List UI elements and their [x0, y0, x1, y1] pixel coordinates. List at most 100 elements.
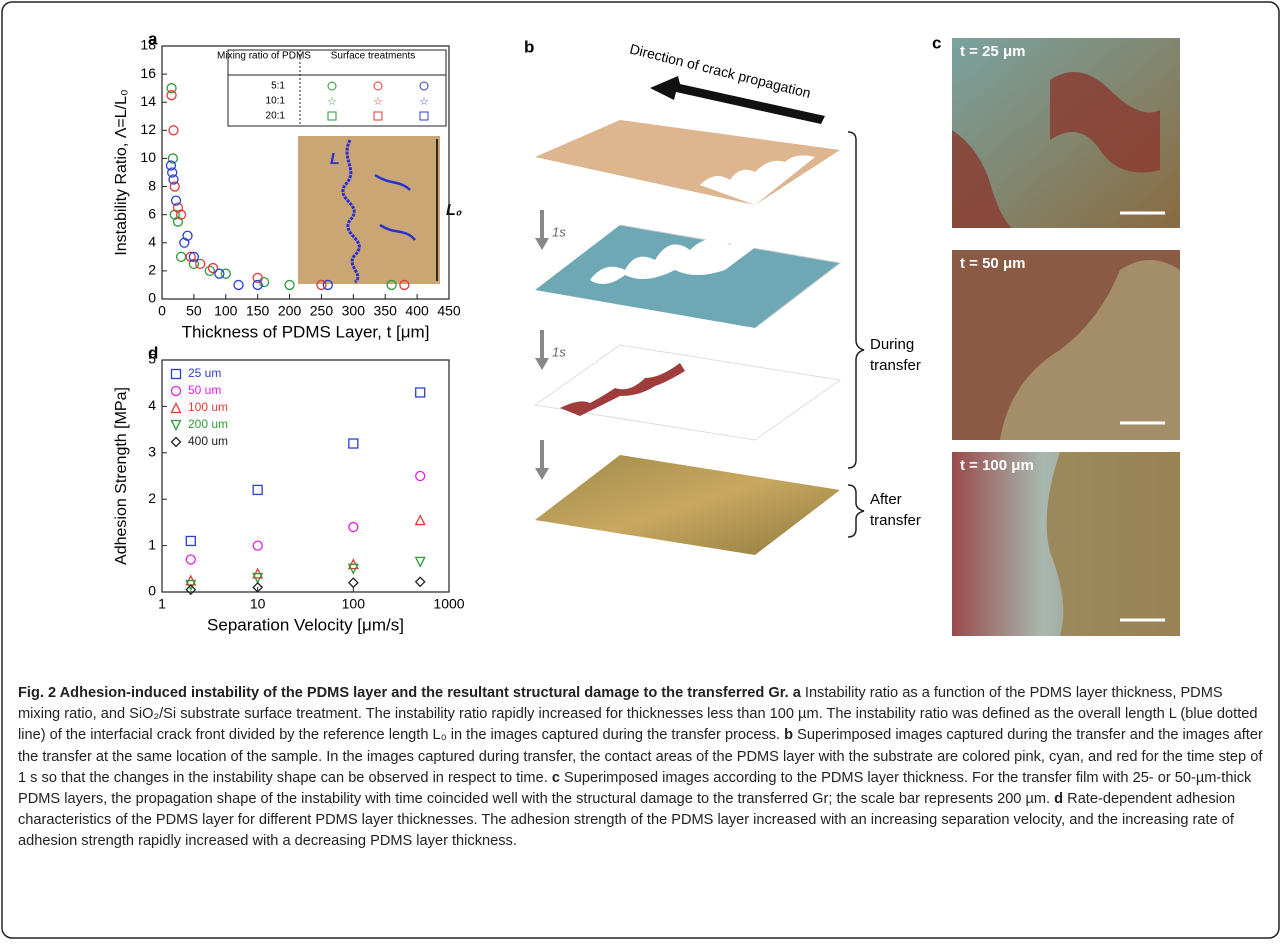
- x-tick-label: 10: [250, 596, 266, 612]
- marker: [416, 388, 425, 397]
- table-row-label: 5:1: [271, 81, 285, 92]
- marker: [416, 516, 425, 525]
- y-tick-label: 18: [140, 37, 156, 53]
- x-axis-title: Thickness of PDMS Layer, t [μm]: [182, 322, 430, 341]
- y-tick-label: 14: [140, 93, 156, 109]
- legend-label: 400 um: [188, 434, 228, 448]
- y-tick-label: 2: [148, 490, 156, 506]
- brace: [848, 485, 864, 537]
- marker: [172, 421, 181, 430]
- marker: [416, 557, 425, 566]
- svg-text:☆: ☆: [327, 96, 337, 108]
- marker: [349, 439, 358, 448]
- table-row-label: 10:1: [266, 96, 286, 107]
- photos: c t = 25 μm t = 50 μm t = 100 μm: [932, 33, 1180, 636]
- caption-part-label: d: [1054, 791, 1063, 807]
- inset-photo: L L₀: [298, 136, 462, 284]
- marker: [234, 280, 243, 289]
- table-header: Surface treatments: [331, 51, 415, 62]
- x-tick-label: 200: [278, 303, 302, 319]
- x-tick-label: 100: [214, 303, 238, 319]
- y-axis-title: Adhesion Strength [MPa]: [113, 387, 130, 565]
- table-row-label: 20:1: [266, 111, 286, 122]
- x-tick-label: 0: [158, 303, 166, 319]
- marker: [172, 370, 181, 379]
- x-tick-label: 100: [342, 596, 366, 612]
- marker: [169, 126, 178, 135]
- marker: [253, 485, 262, 494]
- marker: [349, 523, 358, 532]
- marker: [253, 541, 262, 550]
- marker: [416, 472, 425, 481]
- photo-label: t = 25 μm: [960, 43, 1025, 60]
- y-tick-label: 8: [148, 177, 156, 193]
- x-tick-label: 150: [246, 303, 270, 319]
- photo-label: t = 50 μm: [960, 255, 1025, 272]
- x-tick-label: 450: [437, 303, 461, 319]
- legend-table: Mixing ratio of PDMS Surface treatments …: [217, 50, 446, 126]
- x-tick-label: 1: [158, 596, 166, 612]
- legend-label: 25 um: [188, 366, 221, 380]
- caption-part-label: c: [552, 770, 560, 786]
- photo-region: [1047, 452, 1180, 636]
- legend-label: 200 um: [188, 417, 228, 431]
- step-label: 1s: [552, 224, 566, 239]
- y-tick-label: 0: [148, 583, 156, 599]
- y-tick-label: 12: [140, 121, 156, 137]
- photo-label: t = 100 μm: [960, 457, 1034, 474]
- x-tick-label: 1000: [433, 596, 464, 612]
- after-label: transfer: [870, 512, 921, 529]
- y-tick-label: 0: [148, 290, 156, 306]
- y-tick-label: 6: [148, 205, 156, 221]
- during-label: During: [870, 336, 914, 353]
- x-tick-label: 300: [342, 303, 366, 319]
- y-tick-label: 4: [148, 233, 156, 249]
- diagram: b Direction of crack propagation 1s 1s D…: [524, 37, 921, 555]
- layer-2: [535, 225, 840, 328]
- x-tick-label: 400: [405, 303, 429, 319]
- step-label: 1s: [552, 344, 566, 359]
- layer-photo: [535, 455, 840, 555]
- y-tick-label: 5: [148, 351, 156, 367]
- caption-title: Fig. 2 Adhesion-induced instability of t…: [18, 685, 789, 701]
- panel-label: b: [524, 37, 534, 56]
- page: {"chart_data": [ {"type": "scatter", "pa…: [0, 0, 1282, 949]
- y-tick-label: 1: [148, 536, 156, 552]
- marker: [177, 252, 186, 261]
- marker: [172, 404, 181, 413]
- y-tick-label: 10: [140, 149, 156, 165]
- table-header: Mixing ratio of PDMS: [217, 51, 311, 62]
- marker: [416, 577, 425, 586]
- marker: [285, 280, 294, 289]
- y-tick-label: 16: [140, 65, 156, 81]
- marker: [349, 578, 358, 587]
- y-tick-label: 3: [148, 444, 156, 460]
- svg-text:☆: ☆: [373, 96, 383, 108]
- svg-text:☆: ☆: [419, 96, 429, 108]
- after-label: After: [870, 491, 902, 508]
- caption-part-label: a: [793, 685, 801, 701]
- y-axis-title: Instability Ratio, Λ=L/L₀: [113, 89, 130, 255]
- y-tick-label: 2: [148, 262, 156, 278]
- x-tick-label: 350: [374, 303, 398, 319]
- direction-label: Direction of crack propagation: [628, 40, 812, 101]
- brace: [848, 132, 864, 468]
- photo: [298, 136, 440, 284]
- inset-label: L: [330, 151, 340, 168]
- legend-label: 50 um: [188, 383, 221, 397]
- x-axis-title: Separation Velocity [μm/s]: [207, 615, 404, 634]
- legend-label: 100 um: [188, 400, 228, 414]
- marker: [215, 269, 224, 278]
- x-tick-label: 250: [310, 303, 334, 319]
- layer-3: [535, 345, 840, 440]
- during-label: transfer: [870, 357, 921, 374]
- marker: [186, 536, 195, 545]
- marker: [172, 387, 181, 396]
- y-tick-label: 4: [148, 397, 156, 413]
- x-tick-label: 50: [186, 303, 202, 319]
- marker: [172, 438, 181, 447]
- marker: [186, 555, 195, 564]
- step-arrows: [535, 210, 549, 480]
- caption: Fig. 2 Adhesion-induced instability of t…: [18, 683, 1266, 853]
- panel-label: c: [932, 33, 941, 52]
